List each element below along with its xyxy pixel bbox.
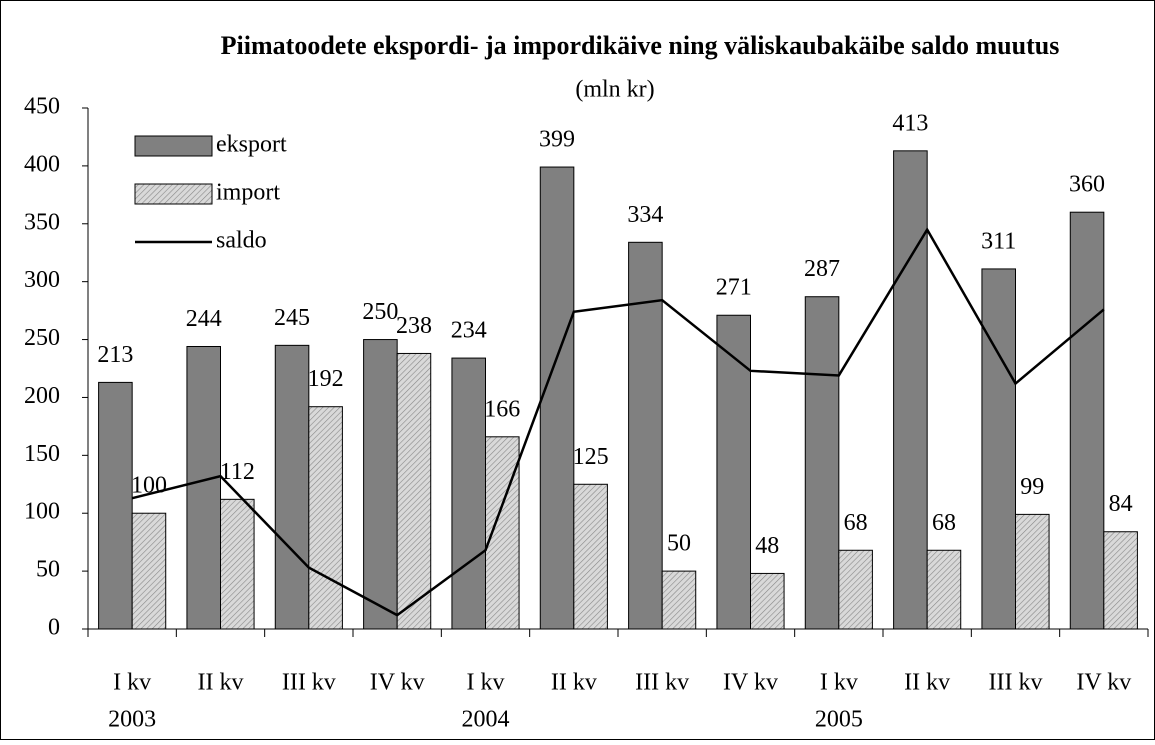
x-tick-label: I kv: [820, 670, 858, 696]
data-label: 244: [186, 306, 222, 332]
x-tick-label: III kv: [989, 670, 1043, 696]
bar: [451, 357, 486, 630]
x-tick-label: III kv: [635, 670, 689, 696]
chart-subtitle: (mln kr): [575, 77, 654, 103]
data-label: 192: [308, 366, 344, 392]
bar: [363, 339, 398, 630]
year-label: 2005: [815, 707, 863, 733]
bar: [573, 483, 608, 630]
chart-title: Piimatoodete ekspordi- ja impordikäive n…: [221, 31, 1060, 60]
x-tick-label: II kv: [198, 670, 244, 696]
data-label: 213: [97, 342, 133, 368]
bar: [750, 572, 785, 630]
data-label: 234: [451, 318, 487, 344]
bar: [838, 549, 873, 630]
bar: [926, 549, 962, 630]
bar: [1015, 513, 1050, 630]
bar: [1069, 211, 1105, 630]
bar: [98, 381, 133, 630]
y-tick-label: 50: [36, 557, 60, 583]
x-tick-label: IV kv: [1076, 670, 1131, 696]
data-label: 84: [1109, 491, 1133, 517]
bar: [131, 512, 167, 630]
data-label: 413: [892, 110, 928, 136]
bar: [981, 268, 1017, 630]
legend-label: saldo: [216, 228, 267, 254]
x-tick-label: IV kv: [370, 670, 425, 696]
x-tick-label: II kv: [904, 670, 950, 696]
data-label: 238: [396, 313, 432, 339]
x-tick-label: III kv: [282, 670, 336, 696]
legend-swatch: [134, 135, 213, 157]
bar: [308, 406, 343, 630]
y-tick-label: 200: [24, 383, 60, 409]
y-tick-label: 250: [24, 325, 60, 351]
bar: [628, 241, 663, 630]
bar: [485, 436, 520, 630]
legend-swatch: [134, 183, 213, 205]
data-label: 125: [573, 444, 609, 470]
bar: [186, 346, 221, 630]
data-label: 245: [274, 305, 310, 331]
x-tick-label: II kv: [551, 670, 597, 696]
data-label: 50: [667, 531, 691, 557]
data-label: 250: [362, 299, 398, 325]
y-tick-label: 400: [24, 151, 60, 177]
y-tick-label: 300: [24, 267, 60, 293]
y-tick-label: 100: [24, 499, 60, 525]
x-tick-label: I kv: [113, 670, 151, 696]
x-tick-label: IV kv: [723, 670, 778, 696]
data-label: 360: [1069, 172, 1105, 198]
x-tick-label: I kv: [467, 670, 505, 696]
bar: [661, 570, 697, 630]
year-label: 2003: [108, 707, 156, 733]
data-label: 48: [755, 533, 779, 559]
y-tick-label: 150: [24, 441, 60, 467]
data-label: 166: [484, 396, 520, 422]
data-label: 399: [539, 127, 575, 153]
bar: [396, 352, 432, 630]
legend-label: eksport: [216, 132, 287, 158]
bar: [893, 150, 928, 630]
bar: [804, 296, 840, 630]
data-label: 334: [627, 202, 663, 228]
y-tick-label: 350: [24, 209, 60, 235]
data-label: 287: [804, 256, 840, 282]
year-label: 2004: [462, 707, 510, 733]
y-tick-label: 450: [24, 94, 60, 120]
bar: [274, 344, 310, 630]
legend-label: import: [216, 180, 280, 206]
bar: [539, 166, 575, 630]
data-label: 311: [981, 228, 1016, 254]
y-tick-label: 0: [48, 615, 60, 641]
bar: [716, 314, 752, 630]
data-label: 68: [844, 510, 868, 536]
line: [131, 227, 1105, 617]
data-label: 99: [1020, 474, 1044, 500]
data-label: 68: [932, 510, 956, 536]
bar: [1103, 531, 1138, 630]
bar: [220, 498, 255, 630]
data-label: 271: [716, 275, 752, 301]
